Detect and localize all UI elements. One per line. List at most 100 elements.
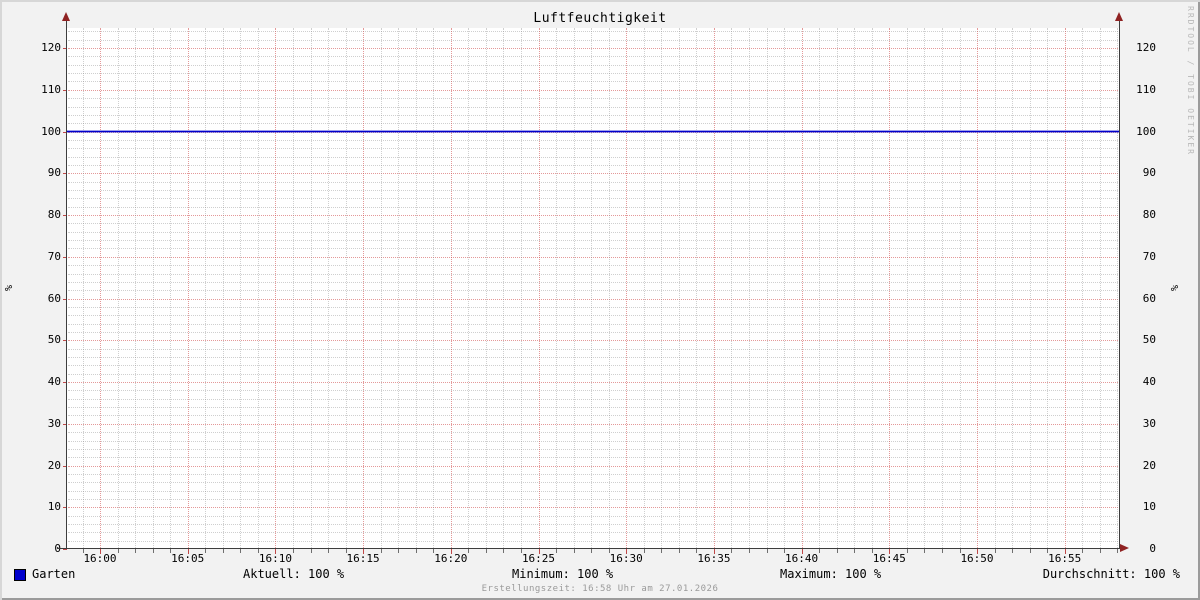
y-tick-label-left: 0 [31,543,61,555]
x-tick-label: 16:00 [83,552,117,565]
y-tick-label-left: 40 [47,375,61,388]
x-gridline-minor [1117,28,1119,548]
y-gridline-major [68,173,1120,175]
x-tick-label: 16:30 [609,552,643,565]
y-gridline-minor [68,106,1120,108]
x-tick-mark [187,549,189,554]
x-gridline-minor [1047,28,1049,548]
y-gridline-minor [68,206,1120,208]
x-gridline-minor [1012,28,1014,548]
x-gridline-minor [731,28,733,548]
x-gridline-minor [485,28,487,548]
x-gridline-major [977,28,978,548]
x-tick-label: 16:20 [434,552,468,565]
y-gridline-minor [68,114,1120,116]
y-tick-mark [63,89,67,91]
x-gridline-minor [240,28,242,548]
x-gridline-minor [117,28,119,548]
y-tick-label-right: 60 [1142,291,1156,305]
x-tick-mark-minor [1117,549,1119,553]
x-tick-mark-minor [819,549,821,553]
x-gridline-minor [380,28,382,548]
y-tick-label-right: 50 [1142,333,1156,347]
y-gridline-minor [68,457,1120,459]
y-tick-mark [63,131,67,133]
x-tick-label: 16:15 [346,552,380,565]
y-gridline-minor [68,482,1120,484]
x-tick-mark-minor [608,549,610,553]
y-gridline-minor [68,365,1120,367]
x-gridline-major [801,28,803,548]
y-gridline-minor [68,290,1120,292]
x-tick-label: 16:05 [171,552,205,565]
x-tick-mark-minor [468,549,470,553]
x-gridline-minor [766,28,768,548]
x-tick-label: 16:35 [697,552,731,565]
y-tick-mark [63,465,67,467]
y-gridline-major [68,423,1120,425]
x-tick-label: 16:45 [872,552,906,565]
x-tick-mark-minor [591,549,593,553]
y-gridline-minor [68,448,1120,450]
x-tick-mark-minor [433,549,435,553]
x-gridline-minor [521,28,522,548]
y-tick-mark [63,298,67,300]
y-axis-arrow-left [62,12,70,21]
x-tick-label: 16:55 [1048,552,1082,565]
y-gridline-minor [68,357,1120,358]
x-gridline-minor [608,28,610,548]
series-line-garten [67,130,1120,133]
x-gridline-minor [836,28,838,548]
x-tick-mark-minor [240,549,242,553]
x-tick-label: 16:50 [960,552,994,565]
y-gridline-minor [68,156,1120,158]
y-gridline-minor [68,198,1120,200]
x-gridline-minor [871,28,873,548]
x-gridline-minor [345,28,347,548]
x-gridline-minor [994,28,996,548]
x-gridline-minor [310,28,312,548]
y-gridline-minor [68,281,1120,283]
stat-maximum: Maximum: 100 % [780,567,882,581]
y-gridline-minor [68,56,1120,58]
x-tick-mark-minor [836,549,838,553]
y-axis-arrow-right [1115,12,1123,21]
y-gridline-minor [68,515,1120,517]
y-tick-mark [63,507,67,509]
y-gridline-minor [68,273,1120,275]
y-gridline-minor [68,348,1120,350]
x-gridline-minor [398,28,400,548]
x-gridline-major [713,28,715,548]
x-gridline-major [450,28,452,548]
x-gridline-minor [205,28,207,548]
x-gridline-minor [573,28,575,548]
y-gridline-minor [68,81,1120,83]
x-tick-mark [889,549,891,554]
x-tick-mark-minor [135,549,137,553]
x-tick-mark [1064,549,1066,554]
y-gridline-major [68,256,1120,258]
x-gridline-minor [941,28,943,548]
x-tick-mark-minor [959,549,961,553]
x-gridline-major [100,28,101,548]
x-gridline-minor [82,28,84,548]
x-gridline-minor [468,28,470,548]
x-gridline-minor [152,28,154,548]
x-tick-mark-minor [1012,549,1014,553]
y-gridline-minor [68,265,1120,267]
x-gridline-minor [1029,28,1031,548]
y-gridline-minor [68,39,1120,41]
y-tick-label-right: 20 [1142,458,1156,472]
x-tick-mark-minor [573,549,575,553]
x-gridline-minor [661,28,663,548]
x-gridline-major [538,28,540,548]
x-gridline-minor [924,28,926,548]
x-tick-mark-minor [731,549,733,553]
x-tick-mark-minor [994,549,996,553]
x-tick-mark-minor [521,549,522,553]
y-gridline-minor [68,440,1120,442]
y-tick-label-right: 40 [1142,375,1156,388]
x-tick-mark [538,549,540,554]
x-tick-mark-minor [1047,549,1049,553]
x-gridline-minor [1099,28,1101,548]
